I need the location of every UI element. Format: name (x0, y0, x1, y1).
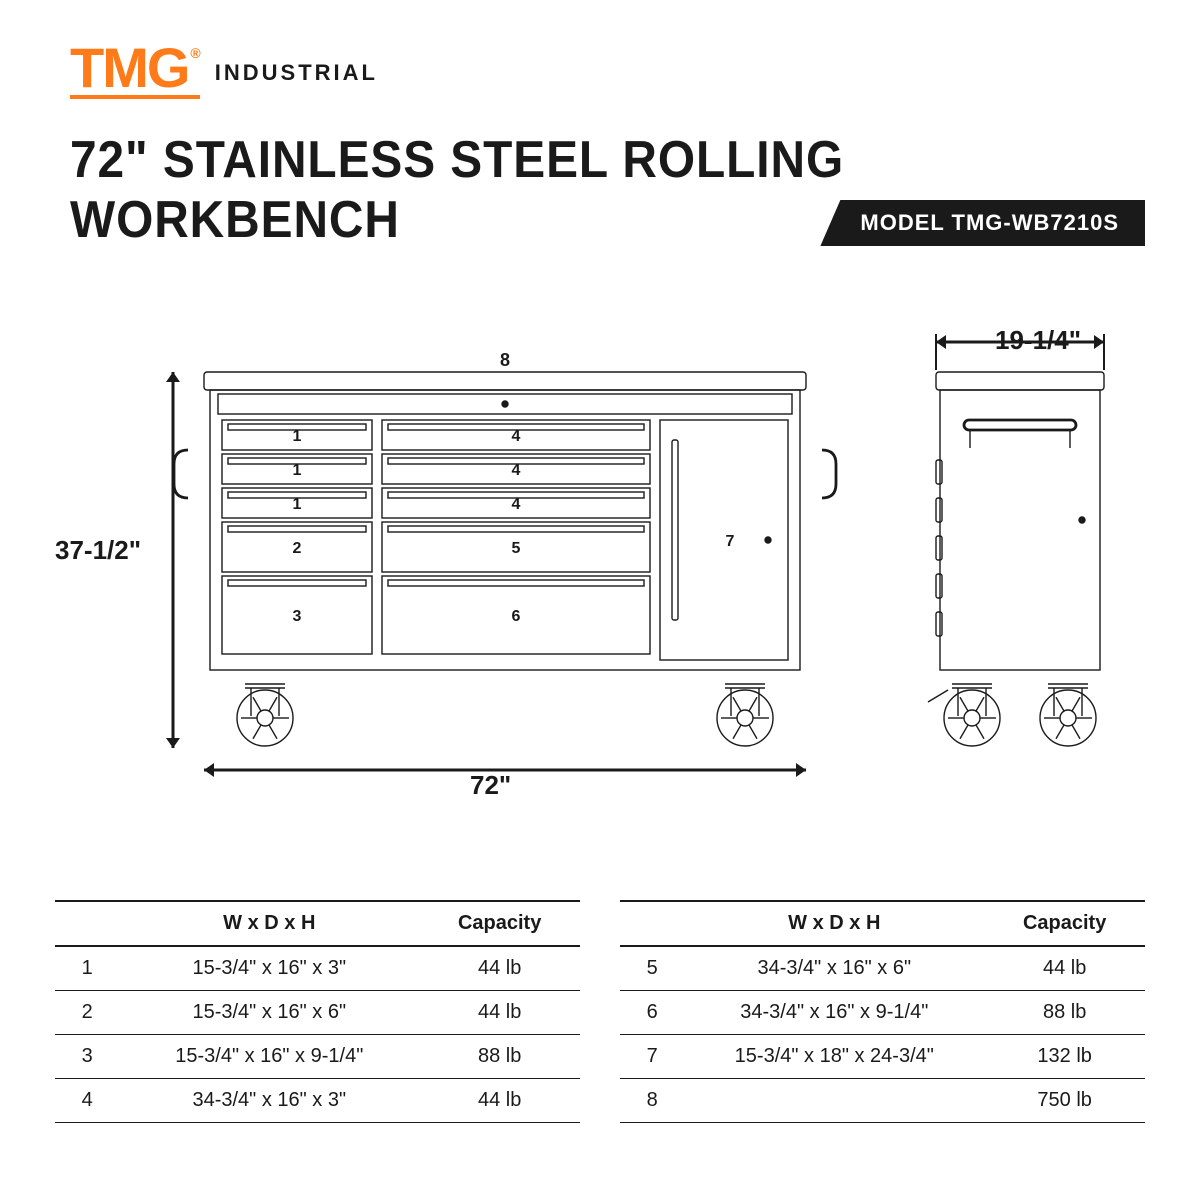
spec-table-left: W x D x H Capacity 115-3/4" x 16" x 3"44… (55, 900, 580, 1123)
cell-dim: 15-3/4" x 16" x 3" (119, 946, 419, 991)
table-row: 434-3/4" x 16" x 3"44 lb (55, 1079, 580, 1123)
cell-cap: 750 lb (984, 1079, 1145, 1123)
table-row: 115-3/4" x 16" x 3"44 lb (55, 946, 580, 991)
cell-dim: 34-3/4" x 16" x 6" (684, 946, 984, 991)
cell-dim (684, 1079, 984, 1123)
th-dim: W x D x H (119, 901, 419, 946)
svg-text:4: 4 (512, 496, 521, 513)
svg-text:4: 4 (512, 462, 521, 479)
cell-cap: 88 lb (984, 991, 1145, 1035)
table-row: 634-3/4" x 16" x 9-1/4"88 lb (620, 991, 1145, 1035)
cell-cap: 44 lb (419, 1079, 580, 1123)
product-diagram: 8 1 1 1 2 3 4 4 4 5 6 7 (55, 330, 1145, 850)
cell-cap: 44 lb (984, 946, 1145, 991)
svg-text:1: 1 (293, 496, 302, 513)
table-row: 315-3/4" x 16" x 9-1/4"88 lb (55, 1035, 580, 1079)
spec-table-right: W x D x H Capacity 534-3/4" x 16" x 6"44… (620, 900, 1145, 1123)
svg-text:6: 6 (512, 608, 521, 625)
th-cap: Capacity (419, 901, 580, 946)
cell-index: 6 (620, 991, 684, 1035)
cell-dim: 15-3/4" x 18" x 24-3/4" (684, 1035, 984, 1079)
cell-dim: 34-3/4" x 16" x 9-1/4" (684, 991, 984, 1035)
cell-cap: 44 lb (419, 946, 580, 991)
cell-index: 8 (620, 1079, 684, 1123)
cell-index: 7 (620, 1035, 684, 1079)
cell-cap: 132 lb (984, 1035, 1145, 1079)
cell-index: 1 (55, 946, 119, 991)
cell-dim: 15-3/4" x 16" x 9-1/4" (119, 1035, 419, 1079)
table-row: 8 750 lb (620, 1079, 1145, 1123)
cell-dim: 34-3/4" x 16" x 3" (119, 1079, 419, 1123)
svg-text:1: 1 (293, 462, 302, 479)
brand-logo: TMG® INDUSTRIAL (70, 40, 378, 96)
cell-index: 2 (55, 991, 119, 1035)
cell-index: 5 (620, 946, 684, 991)
th-index (620, 901, 684, 946)
cell-index: 3 (55, 1035, 119, 1079)
cell-index: 4 (55, 1079, 119, 1123)
table-row: 715-3/4" x 18" x 24-3/4"132 lb (620, 1035, 1145, 1079)
model-badge: MODEL TMG-WB7210S (820, 200, 1145, 246)
brand-sub: INDUSTRIAL (215, 60, 378, 86)
svg-text:4: 4 (512, 428, 521, 445)
th-index (55, 901, 119, 946)
svg-text:2: 2 (293, 540, 302, 557)
th-cap: Capacity (984, 901, 1145, 946)
svg-text:5: 5 (512, 540, 521, 557)
th-dim: W x D x H (684, 901, 984, 946)
brand-main: TMG® (70, 40, 197, 96)
cell-dim: 15-3/4" x 16" x 6" (119, 991, 419, 1035)
brand-underline (70, 95, 200, 99)
cell-cap: 88 lb (419, 1035, 580, 1079)
table-row: 215-3/4" x 16" x 6"44 lb (55, 991, 580, 1035)
table-row: 534-3/4" x 16" x 6"44 lb (620, 946, 1145, 991)
cell-cap: 44 lb (419, 991, 580, 1035)
svg-text:8: 8 (500, 350, 510, 370)
svg-text:3: 3 (293, 608, 302, 625)
svg-text:7: 7 (726, 533, 735, 550)
spec-tables: W x D x H Capacity 115-3/4" x 16" x 3"44… (55, 900, 1145, 1123)
svg-text:1: 1 (293, 428, 302, 445)
